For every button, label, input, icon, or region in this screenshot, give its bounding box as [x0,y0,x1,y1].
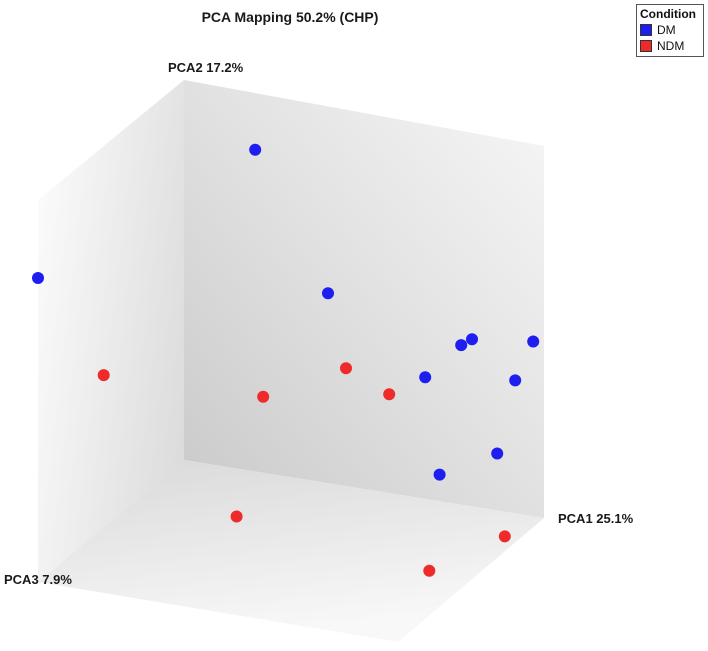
point-ndm-7 [423,564,436,577]
point-dm-8 [419,371,432,384]
left-wall [38,80,184,582]
point-ndm-5 [230,510,243,523]
chart-title: PCA Mapping 50.2% (CHP) [202,9,379,25]
point-dm-5 [455,339,468,352]
x-axis-label: PCA1 25.1% [558,511,634,526]
data-points [32,143,540,577]
point-ndm-2 [383,388,396,401]
point-ndm-4 [97,369,110,382]
point-ndm-1 [340,362,352,375]
point-dm-7 [509,374,522,387]
point-dm-3 [322,287,334,300]
back-wall [184,80,544,518]
plot-box [38,80,544,642]
legend-swatch-dm [640,24,652,36]
floor [38,460,544,642]
z-axis-label: PCA3 7.9% [4,572,72,587]
point-dm-1 [249,143,262,156]
legend-title: Condition [640,7,696,21]
legend-label-dm: DM [657,23,676,37]
y-axis-label: PCA2 17.2% [168,60,244,75]
legend-entry-dm: DM [640,22,700,38]
legend-entry-ndm: NDM [640,38,700,54]
point-dm-10 [433,468,446,481]
point-dm-2 [32,272,44,284]
point-ndm-3 [257,390,270,403]
point-dm-6 [527,335,540,348]
legend-label-ndm: NDM [657,39,685,53]
point-dm-9 [491,447,504,460]
point-dm-4 [466,333,478,346]
point-ndm-6 [498,530,511,543]
legend: Condition DM NDM [636,4,704,57]
legend-swatch-ndm [640,40,652,52]
